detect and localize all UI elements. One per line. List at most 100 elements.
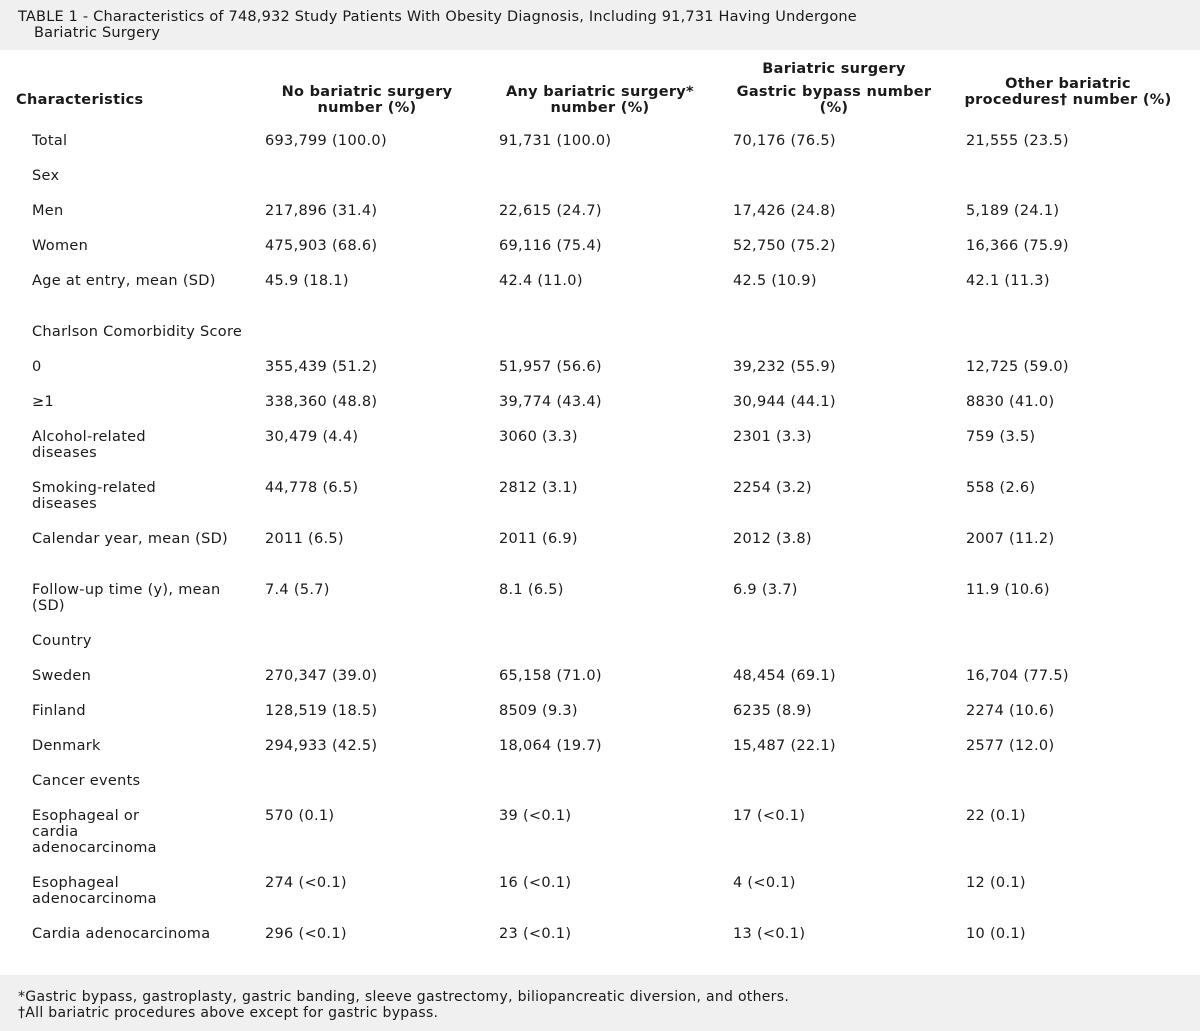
cell-no-surgery: 217,896 (31.4) bbox=[265, 203, 378, 219]
table-title-line2: Bariatric Surgery bbox=[34, 25, 161, 41]
cell-gastric-bypass: 6235 (8.9) bbox=[733, 703, 812, 719]
cell-gastric-bypass: 48,454 (69.1) bbox=[733, 668, 836, 684]
cell-no-surgery: 294,933 (42.5) bbox=[265, 738, 378, 754]
cell-other-procedures: 16,366 (75.9) bbox=[966, 238, 1069, 254]
row-label: Esophageal or cardia adenocarcinoma bbox=[32, 808, 157, 856]
cell-any-surgery: 22,615 (24.7) bbox=[499, 203, 602, 219]
cell-gastric-bypass: 70,176 (76.5) bbox=[733, 133, 836, 149]
cell-other-procedures: 5,189 (24.1) bbox=[966, 203, 1060, 219]
row-label: Men bbox=[32, 203, 64, 219]
cell-any-surgery: 8.1 (6.5) bbox=[499, 582, 564, 598]
cell-any-surgery: 16 (<0.1) bbox=[499, 875, 572, 891]
cell-gastric-bypass: 2254 (3.2) bbox=[733, 480, 812, 496]
row-label: Cancer events bbox=[32, 773, 141, 789]
table-row: ≥1 338,360 (48.8) 39,774 (43.4) 30,944 (… bbox=[0, 394, 1200, 414]
cell-no-surgery: 355,439 (51.2) bbox=[265, 359, 378, 375]
table-row: Calendar year, mean (SD) 2011 (6.5) 2011… bbox=[0, 531, 1200, 567]
header-other-procedures: Other bariatric procedures† number (%) bbox=[964, 76, 1172, 108]
cell-other-procedures: 8830 (41.0) bbox=[966, 394, 1055, 410]
row-label: Sex bbox=[32, 168, 60, 184]
table-row: Denmark 294,933 (42.5) 18,064 (19.7) 15,… bbox=[0, 738, 1200, 758]
cell-no-surgery: 338,360 (48.8) bbox=[265, 394, 378, 410]
table-row: Cancer events bbox=[0, 773, 1200, 793]
cell-gastric-bypass: 15,487 (22.1) bbox=[733, 738, 836, 754]
cell-any-surgery: 23 (<0.1) bbox=[499, 926, 572, 942]
cell-no-surgery: 296 (<0.1) bbox=[265, 926, 347, 942]
row-label: Cardia adenocarcinoma bbox=[32, 926, 211, 942]
table-title-bar bbox=[0, 0, 1200, 50]
cell-any-surgery: 8509 (9.3) bbox=[499, 703, 578, 719]
row-label: 0 bbox=[32, 359, 42, 375]
table-row: Total 693,799 (100.0) 91,731 (100.0) 70,… bbox=[0, 133, 1200, 153]
footnote-1: *Gastric bypass, gastroplasty, gastric b… bbox=[18, 989, 790, 1005]
cell-other-procedures: 11.9 (10.6) bbox=[966, 582, 1050, 598]
table-title-line1: TABLE 1 - Characteristics of 748,932 Stu… bbox=[18, 9, 857, 25]
table-row: Charlson Comorbidity Score bbox=[0, 324, 1200, 344]
header-no-surgery: No bariatric surgery number (%) bbox=[281, 84, 453, 116]
cell-other-procedures: 759 (3.5) bbox=[966, 429, 1036, 445]
row-label: Charlson Comorbidity Score bbox=[32, 324, 243, 340]
cell-any-surgery: 2812 (3.1) bbox=[499, 480, 578, 496]
cell-gastric-bypass: 13 (<0.1) bbox=[733, 926, 806, 942]
cell-gastric-bypass: 42.5 (10.9) bbox=[733, 273, 817, 289]
row-label: Women bbox=[32, 238, 89, 254]
cell-no-surgery: 693,799 (100.0) bbox=[265, 133, 387, 149]
cell-gastric-bypass: 4 (<0.1) bbox=[733, 875, 796, 891]
cell-gastric-bypass: 2012 (3.8) bbox=[733, 531, 812, 547]
cell-no-surgery: 7.4 (5.7) bbox=[265, 582, 330, 598]
cell-gastric-bypass: 39,232 (55.9) bbox=[733, 359, 836, 375]
cell-any-surgery: 65,158 (71.0) bbox=[499, 668, 602, 684]
table-row: Esophageal adenocarcinoma 274 (<0.1) 16 … bbox=[0, 875, 1200, 911]
header-characteristics: Characteristics bbox=[16, 92, 144, 108]
table-row: Smoking-related diseases 44,778 (6.5) 28… bbox=[0, 480, 1200, 516]
row-label: Esophageal adenocarcinoma bbox=[32, 875, 157, 907]
cell-gastric-bypass: 17 (<0.1) bbox=[733, 808, 806, 824]
table-row: Sex bbox=[0, 168, 1200, 188]
cell-any-surgery: 69,116 (75.4) bbox=[499, 238, 602, 254]
cell-other-procedures: 22 (0.1) bbox=[966, 808, 1026, 824]
table-row: 0 355,439 (51.2) 51,957 (56.6) 39,232 (5… bbox=[0, 359, 1200, 379]
table-title: TABLE 1 - Characteristics of 748,932 Stu… bbox=[18, 9, 1178, 41]
cell-other-procedures: 2274 (10.6) bbox=[966, 703, 1055, 719]
row-label: Alcohol-related diseases bbox=[32, 429, 146, 461]
table-row: Alcohol-related diseases 30,479 (4.4) 30… bbox=[0, 429, 1200, 465]
row-label: Sweden bbox=[32, 668, 92, 684]
header-any-surgery: Any bariatric surgery* number (%) bbox=[506, 84, 694, 116]
cell-no-surgery: 570 (0.1) bbox=[265, 808, 335, 824]
row-label: Finland bbox=[32, 703, 86, 719]
table-row: Esophageal or cardia adenocarcinoma 570 … bbox=[0, 808, 1200, 860]
table-row: Age at entry, mean (SD) 45.9 (18.1) 42.4… bbox=[0, 273, 1200, 309]
cell-no-surgery: 274 (<0.1) bbox=[265, 875, 347, 891]
cell-no-surgery: 270,347 (39.0) bbox=[265, 668, 378, 684]
row-label: Age at entry, mean (SD) bbox=[32, 273, 216, 289]
cell-gastric-bypass: 52,750 (75.2) bbox=[733, 238, 836, 254]
cell-no-surgery: 128,519 (18.5) bbox=[265, 703, 378, 719]
table-row: Women 475,903 (68.6) 69,116 (75.4) 52,75… bbox=[0, 238, 1200, 258]
footnotes-bar bbox=[0, 975, 1200, 1031]
cell-gastric-bypass: 30,944 (44.1) bbox=[733, 394, 836, 410]
row-label: Total bbox=[32, 133, 68, 149]
footnote-2: †All bariatric procedures above except f… bbox=[18, 1005, 439, 1021]
row-label: Denmark bbox=[32, 738, 101, 754]
cell-any-surgery: 39 (<0.1) bbox=[499, 808, 572, 824]
table-row: Follow-up time (y), mean (SD) 7.4 (5.7) … bbox=[0, 582, 1200, 618]
cell-any-surgery: 91,731 (100.0) bbox=[499, 133, 612, 149]
cell-gastric-bypass: 2301 (3.3) bbox=[733, 429, 812, 445]
cell-no-surgery: 475,903 (68.6) bbox=[265, 238, 378, 254]
cell-other-procedures: 558 (2.6) bbox=[966, 480, 1036, 496]
row-label: Country bbox=[32, 633, 92, 649]
cell-other-procedures: 2007 (11.2) bbox=[966, 531, 1055, 547]
cell-other-procedures: 42.1 (11.3) bbox=[966, 273, 1050, 289]
cell-other-procedures: 12,725 (59.0) bbox=[966, 359, 1069, 375]
cell-no-surgery: 2011 (6.5) bbox=[265, 531, 344, 547]
cell-other-procedures: 10 (0.1) bbox=[966, 926, 1026, 942]
cell-other-procedures: 2577 (12.0) bbox=[966, 738, 1055, 754]
cell-other-procedures: 21,555 (23.5) bbox=[966, 133, 1069, 149]
header-gastric-bypass: Gastric bypass number (%) bbox=[736, 84, 932, 116]
cell-gastric-bypass: 6.9 (3.7) bbox=[733, 582, 798, 598]
cell-other-procedures: 16,704 (77.5) bbox=[966, 668, 1069, 684]
header-bariatric-surgery-span: Bariatric surgery bbox=[762, 61, 906, 77]
cell-other-procedures: 12 (0.1) bbox=[966, 875, 1026, 891]
table-row: Cardia adenocarcinoma 296 (<0.1) 23 (<0.… bbox=[0, 926, 1200, 962]
table-row: Country bbox=[0, 633, 1200, 653]
